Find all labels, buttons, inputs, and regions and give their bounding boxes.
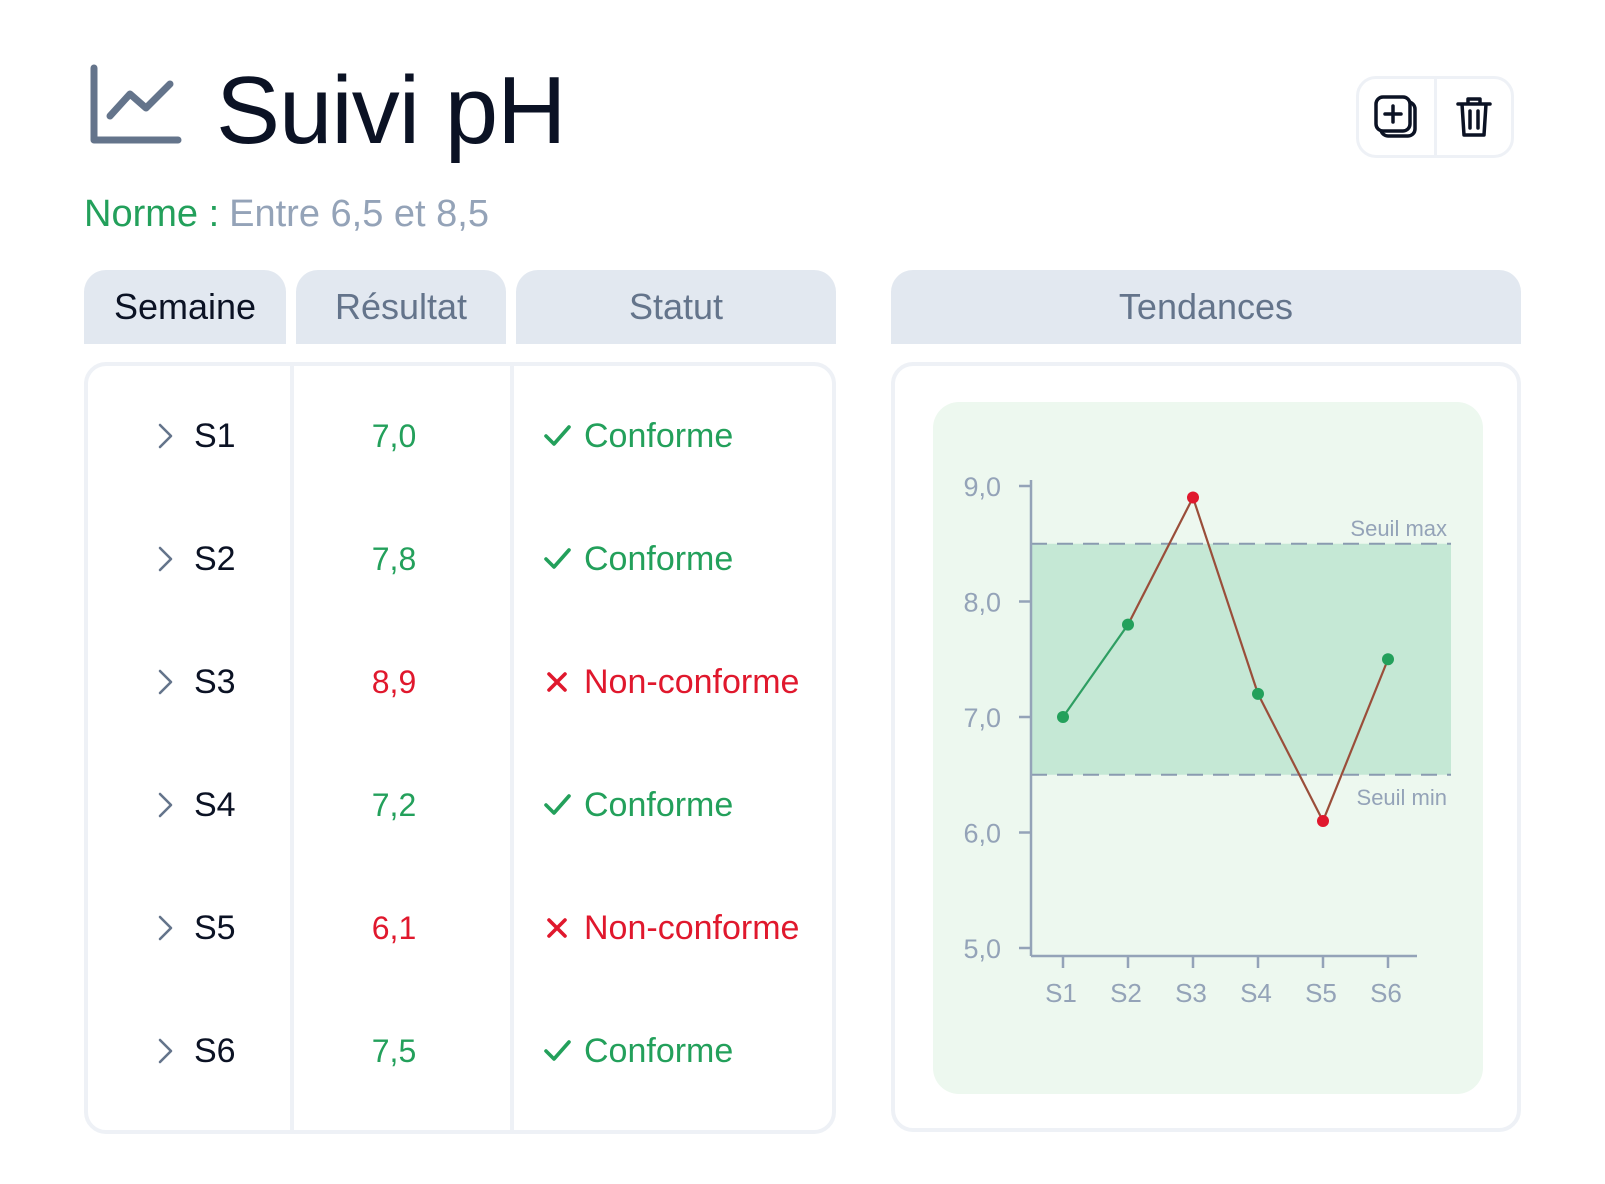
- x-tick-label: S4: [1240, 978, 1272, 1008]
- chevron-right-icon[interactable]: [152, 1034, 180, 1068]
- week-label: S5: [194, 908, 236, 947]
- data-point: [1252, 687, 1264, 700]
- x-tick-label: S2: [1110, 978, 1142, 1008]
- y-tick-label: 6,0: [963, 819, 1001, 849]
- status-label: Conforme: [584, 539, 734, 578]
- week-cell[interactable]: S3: [152, 652, 236, 712]
- status-badge: Conforme: [542, 1021, 733, 1081]
- status-label: Conforme: [584, 1031, 734, 1070]
- page-title: Suivi pH: [216, 57, 566, 164]
- week-label: S2: [194, 539, 236, 578]
- column-header-status[interactable]: Statut: [516, 270, 836, 344]
- chart-background: Seuil max Seuil min 5,0 6,0 7,0 8,0 9,0 S1 S2 S3 S…: [933, 402, 1483, 1094]
- chevron-right-icon[interactable]: [152, 419, 180, 453]
- column-header-week[interactable]: Semaine: [84, 270, 286, 344]
- status-badge: Conforme: [542, 406, 733, 466]
- table-row[interactable]: S5 6,1 Non-conforme: [88, 898, 832, 958]
- add-copy-icon: [1374, 95, 1417, 138]
- check-icon: [544, 548, 571, 569]
- data-point: [1382, 653, 1394, 666]
- line-chart-icon: [90, 64, 182, 148]
- status-badge: Non-conforme: [542, 652, 799, 712]
- column-header-result[interactable]: Résultat: [296, 270, 506, 344]
- week-label: S4: [194, 785, 236, 824]
- week-cell[interactable]: S2: [152, 529, 236, 589]
- status-badge: Conforme: [542, 775, 733, 835]
- column-divider: [510, 366, 514, 1130]
- series-line-segment: [1257, 693, 1324, 822]
- result-value: 6,1: [371, 909, 417, 946]
- series-line-segment: [1062, 623, 1129, 718]
- series-line-segment: [1321, 658, 1390, 822]
- column-divider: [290, 366, 294, 1130]
- norm-label: Norme :: [84, 193, 220, 235]
- threshold-min-label: Seuil min: [1357, 785, 1447, 810]
- check-icon: [544, 1040, 571, 1061]
- x-tick-label: S6: [1370, 978, 1402, 1008]
- threshold-max-label: Seuil max: [1350, 516, 1447, 541]
- x-tick-label: S5: [1305, 978, 1337, 1008]
- add-copy-button[interactable]: [1359, 79, 1434, 155]
- trash-icon: [1456, 97, 1492, 137]
- chart-panel-header: Tendances: [891, 270, 1521, 344]
- week-cell[interactable]: S6: [152, 1021, 236, 1081]
- result-value: 7,2: [371, 786, 417, 823]
- status-label: Conforme: [584, 416, 734, 455]
- y-tick-label: 5,0: [963, 934, 1001, 964]
- chevron-right-icon[interactable]: [152, 665, 180, 699]
- table-row[interactable]: S1 7,0 Conforme: [88, 406, 832, 466]
- cross-icon: [547, 672, 567, 692]
- result-value: 7,8: [371, 540, 417, 577]
- week-cell[interactable]: S5: [152, 898, 236, 958]
- week-label: S3: [194, 662, 236, 701]
- status-badge: Conforme: [542, 529, 733, 589]
- results-table: S1 7,0 Conforme S2 7,8 Conforme S3 8,9 Non-confo…: [84, 362, 836, 1134]
- normal-range-band: [1031, 543, 1451, 775]
- norm-value: Entre 6,5 et 8,5: [229, 193, 489, 235]
- series-line-segment: [1191, 497, 1260, 695]
- week-label: S6: [194, 1031, 236, 1070]
- ph-trend-chart: Seuil max Seuil min 5,0 6,0 7,0 8,0 9,0 S1 S2 S3 S…: [963, 472, 1451, 1008]
- data-point: [1057, 711, 1069, 723]
- check-icon: [544, 425, 571, 446]
- chart-card: Seuil max Seuil min 5,0 6,0 7,0 8,0 9,0 S1 S2 S3 S…: [891, 362, 1521, 1132]
- week-label: S1: [194, 416, 236, 455]
- result-value: 8,9: [371, 663, 417, 700]
- table-row[interactable]: S2 7,8 Conforme: [88, 529, 832, 589]
- toolbar: [1356, 76, 1514, 158]
- chevron-right-icon[interactable]: [152, 911, 180, 945]
- table-row[interactable]: S4 7,2 Conforme: [88, 775, 832, 835]
- status-label: Conforme: [584, 785, 734, 824]
- series-line-segment: [1127, 497, 1194, 626]
- y-tick-label: 7,0: [963, 703, 1001, 733]
- week-cell[interactable]: S1: [152, 406, 236, 466]
- chevron-right-icon[interactable]: [152, 542, 180, 576]
- data-point: [1187, 491, 1199, 504]
- x-tick-label: S3: [1175, 978, 1207, 1008]
- chevron-right-icon[interactable]: [152, 788, 180, 822]
- result-value: 7,5: [371, 1032, 417, 1069]
- week-cell[interactable]: S4: [152, 775, 236, 835]
- data-point: [1122, 618, 1134, 631]
- cross-icon: [547, 918, 567, 938]
- data-point: [1317, 814, 1329, 827]
- delete-button[interactable]: [1433, 79, 1512, 155]
- status-label: Non-conforme: [584, 908, 800, 947]
- table-row[interactable]: S3 8,9 Non-conforme: [88, 652, 832, 712]
- x-tick-label: S1: [1045, 978, 1077, 1008]
- result-value: 7,0: [371, 417, 417, 454]
- y-tick-label: 9,0: [963, 472, 1001, 502]
- check-icon: [544, 794, 571, 815]
- table-row[interactable]: S6 7,5 Conforme: [88, 1021, 832, 1081]
- y-tick-label: 8,0: [963, 588, 1001, 618]
- norm-line: Norme : Entre 6,5 et 8,5: [84, 190, 489, 238]
- status-label: Non-conforme: [584, 662, 800, 701]
- status-badge: Non-conforme: [542, 898, 799, 958]
